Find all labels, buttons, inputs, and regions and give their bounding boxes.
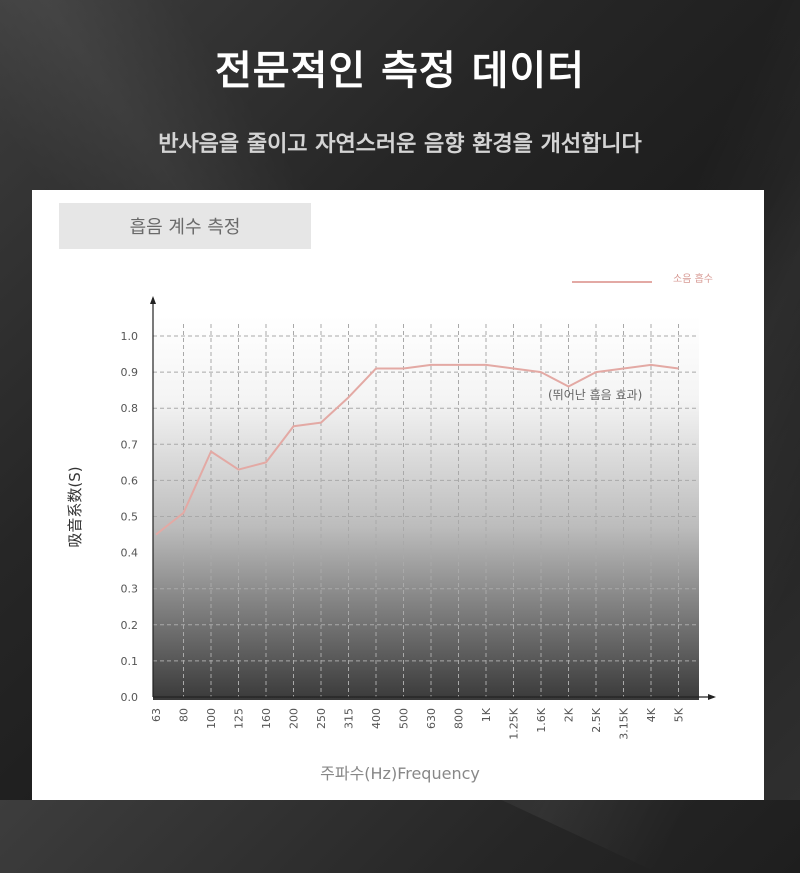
x-tick-label: 1K (480, 707, 493, 722)
y-tick-label: 0.5 (121, 511, 139, 524)
x-tick-label: 315 (343, 708, 356, 729)
x-tick-label: 2K (563, 707, 576, 722)
x-tick-label: 1.25K (508, 707, 521, 739)
y-tick-label: 0.7 (121, 438, 139, 451)
x-tick-label: 2.5K (590, 707, 603, 732)
x-tick-label: 800 (453, 708, 466, 729)
x-tick-label: 125 (233, 708, 246, 729)
y-tick-label: 0.3 (121, 583, 139, 596)
x-axis-arrow (708, 694, 716, 700)
page-title: 전문적인 측정 데이터 (214, 48, 586, 94)
y-tick-label: 0.2 (121, 619, 139, 632)
x-tick-label: 4K (645, 707, 658, 722)
x-tick-label: 400 (370, 708, 383, 729)
chart-title: 흡음 계수 측정 (129, 217, 241, 238)
chart-title-box: 흡음 계수 측정 (59, 203, 311, 249)
y-axis-arrow (150, 296, 156, 304)
x-tick-label: 200 (288, 708, 301, 729)
x-tick-label: 5K (673, 707, 686, 722)
x-axis-title: 주파수(Hz)Frequency (320, 764, 480, 783)
x-tick-label: 630 (425, 708, 438, 729)
x-tick-label: 3.15K (618, 707, 631, 739)
x-tick-label: 1.6K (535, 707, 548, 732)
x-tick-label: 80 (178, 708, 191, 722)
x-tick-label: 160 (260, 708, 273, 729)
y-tick-label: 0.8 (121, 402, 139, 415)
y-axis-title: 吸音系数(S) (66, 466, 84, 547)
y-tick-label: 0.0 (121, 691, 139, 704)
legend-label: 소음 흡수 (673, 272, 713, 285)
series-line-sound-absorption (155, 363, 679, 536)
y-tick-label: 0.1 (121, 655, 139, 668)
x-tick-label: 63 (150, 708, 163, 722)
page-subtitle: 반사음을 줄이고 자연스러운 음향 환경을 개선합니다 (158, 132, 642, 157)
plot-area (153, 316, 699, 700)
absorption-chart: 0.0 0.1 0.2 0.3 0.4 0.5 0.6 0.7 0.8 0.9 1.0 63 80 100… (66, 272, 716, 783)
y-tick-label: 1.0 (121, 330, 139, 343)
y-tick-label: 0.9 (121, 366, 139, 379)
y-tick-label: 0.6 (121, 474, 139, 487)
chart-card: 흡음 계수 측정 0.0 0.1 0.2 0.3 0.4 0.5 0.6 0.7 0.8 0.9 1… (32, 190, 764, 800)
x-tick-label: 250 (315, 708, 328, 729)
y-tick-label: 0.4 (121, 547, 139, 560)
chart-annotation: (뛰어난 흡음 효과) (548, 388, 642, 402)
x-tick-label: 500 (398, 708, 411, 729)
x-tick-label: 100 (205, 708, 218, 729)
